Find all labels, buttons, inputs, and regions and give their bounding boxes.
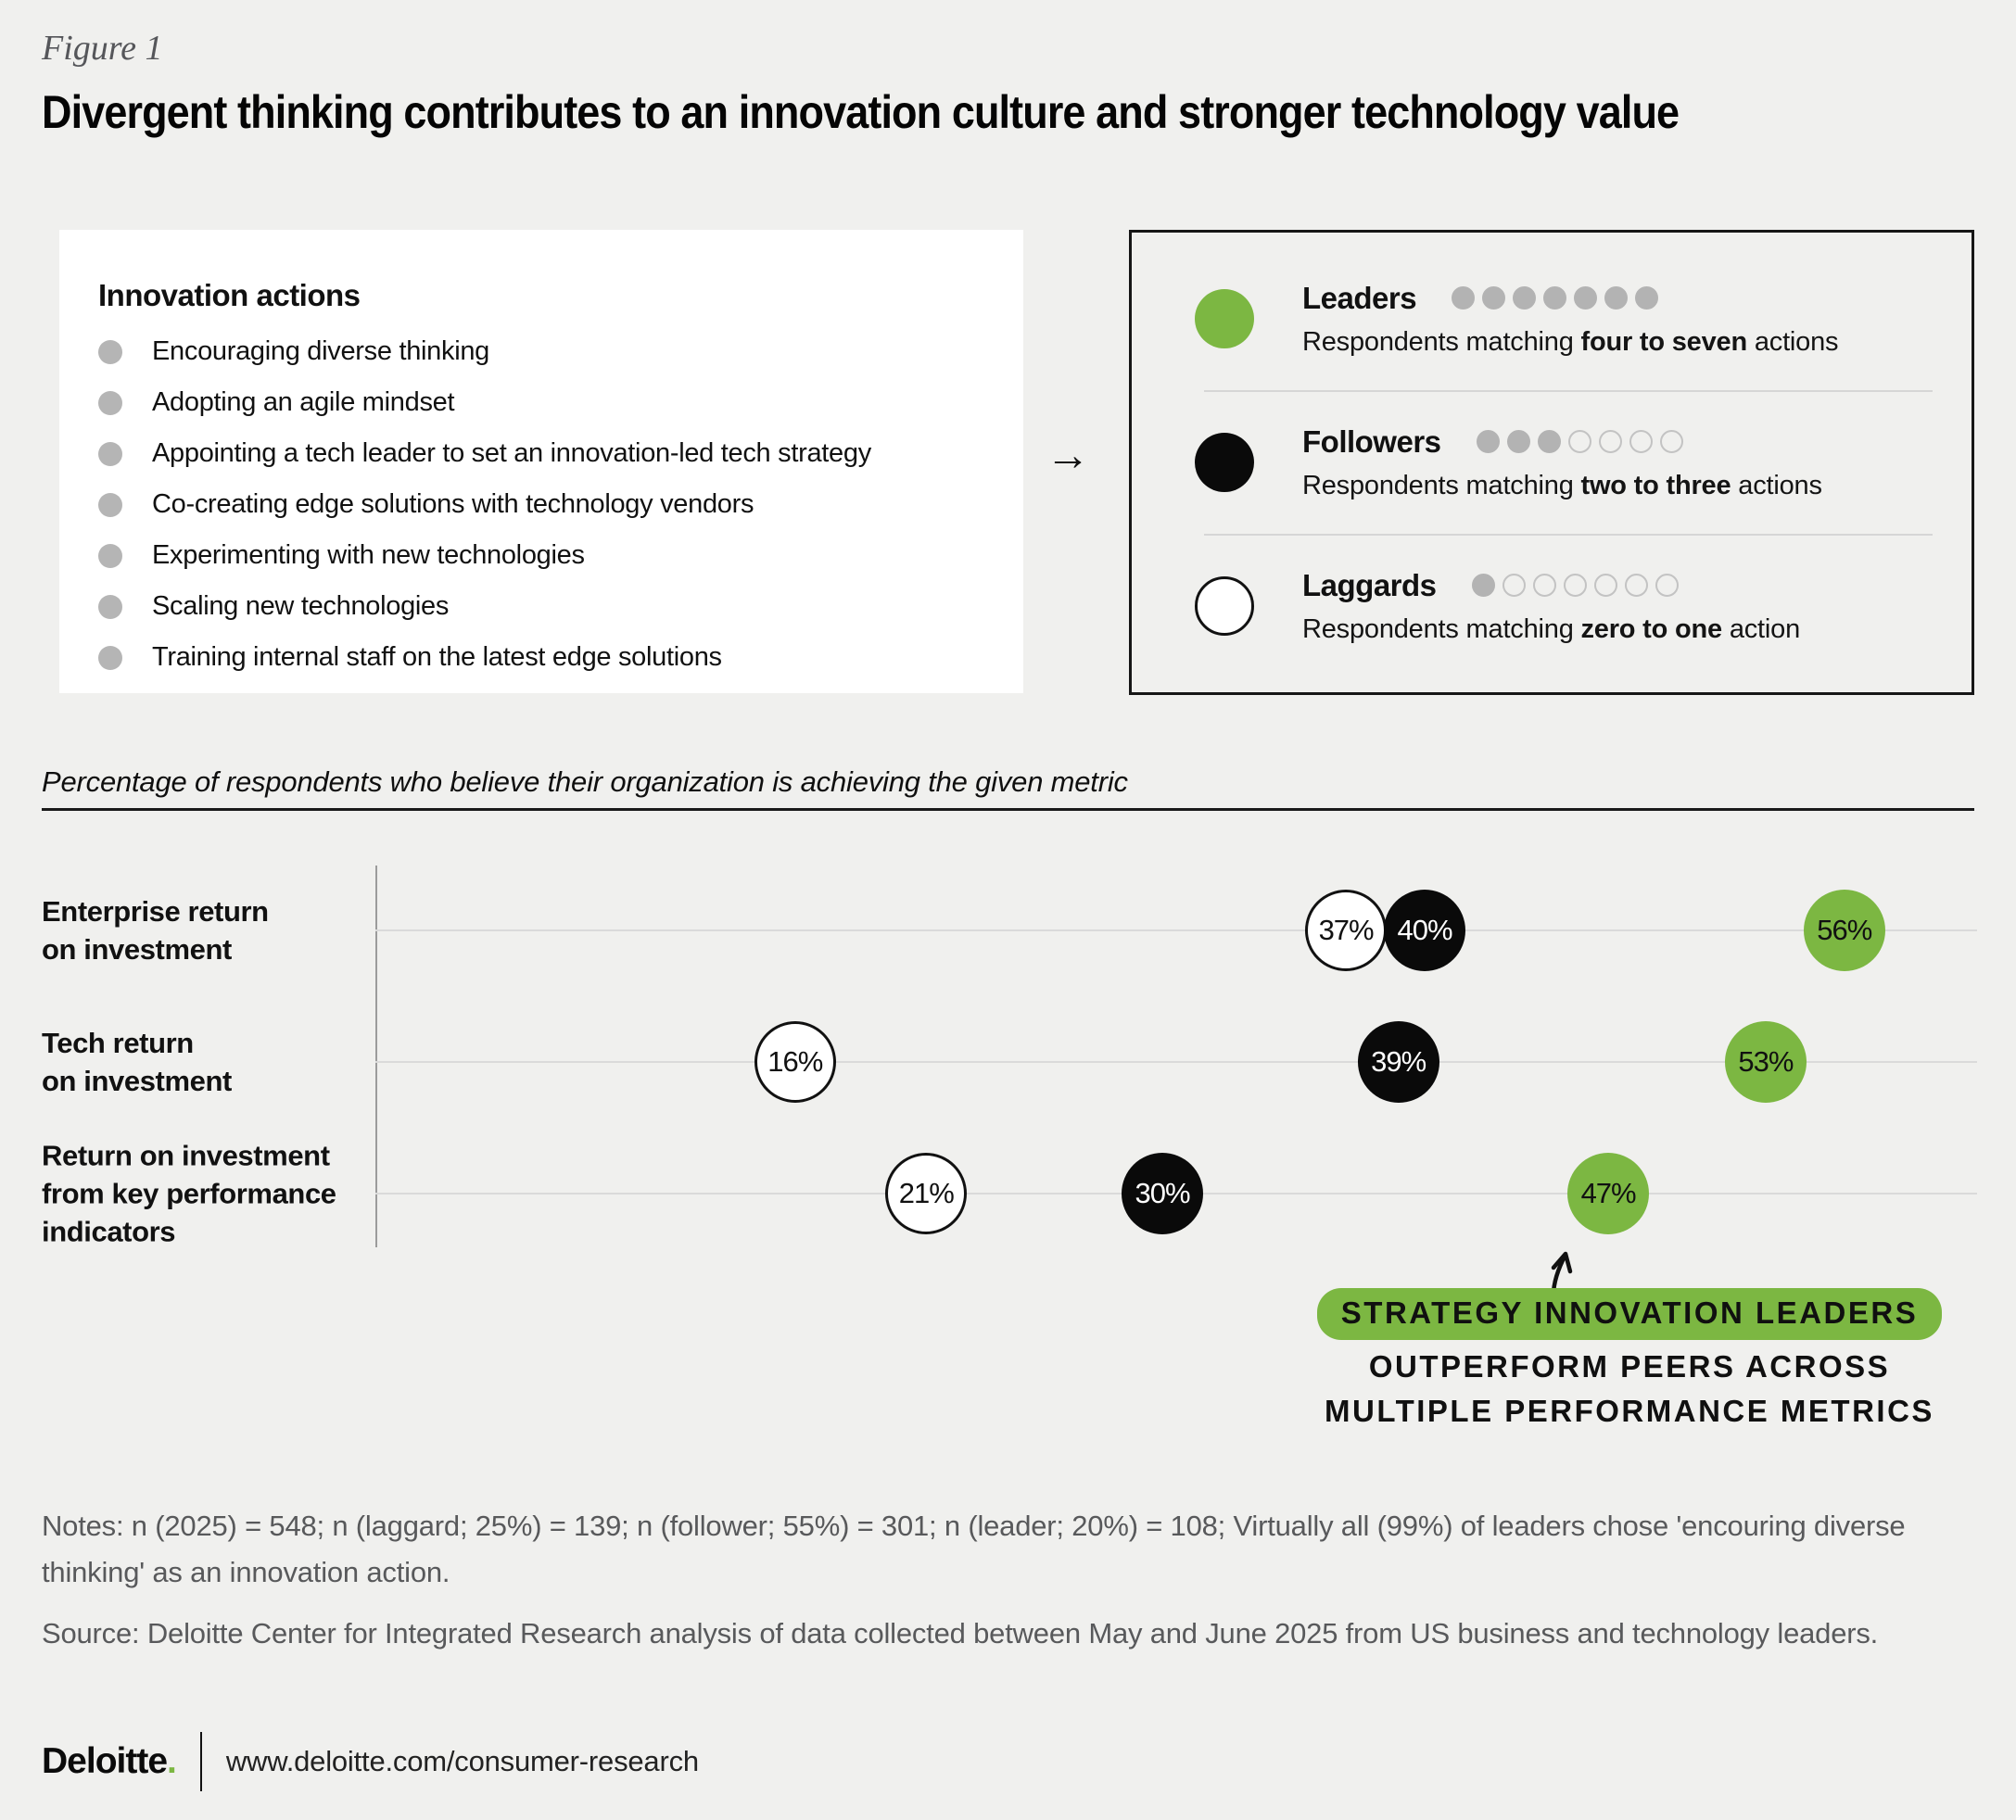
dot-outline-icon xyxy=(1532,574,1556,597)
dot-filled-icon xyxy=(1574,286,1598,310)
action-count-dots xyxy=(1476,430,1683,453)
legend-group-description: Respondents matching two to three action… xyxy=(1302,470,1822,500)
row-label: Tech return on investment xyxy=(42,1027,232,1097)
innovation-actions-heading: Innovation actions xyxy=(98,278,361,312)
bullet-icon xyxy=(98,543,122,568)
bullet-icon xyxy=(98,339,122,364)
source-text: Source: Deloitte Center for Integrated R… xyxy=(42,1617,1879,1649)
row-label: Return on investment from key performance… xyxy=(42,1139,336,1248)
dot-filled-icon xyxy=(1513,286,1537,310)
chart-caption: Percentage of respondents who believe th… xyxy=(42,765,1128,798)
innovation-action-item: Appointing a tech leader to set an innov… xyxy=(98,428,995,479)
innovation-action-item: Adopting an agile mindset xyxy=(98,377,995,428)
laggard-swatch-icon xyxy=(1195,576,1254,636)
dot-filled-icon xyxy=(1635,286,1659,310)
annotation-callout: STRATEGY INNOVATION LEADERS OUTPERFORM P… xyxy=(1314,1288,1945,1429)
footer-url-link[interactable]: www.deloitte.com/consumer-research xyxy=(225,1745,699,1777)
legend-panel: Leaders Respondents matching four to seve… xyxy=(1129,230,1974,695)
action-count-dots xyxy=(1452,286,1659,310)
dot-filled-icon xyxy=(1543,286,1567,310)
data-point-follower: 30% xyxy=(1122,1153,1203,1234)
dot-outline-icon xyxy=(1629,430,1653,453)
follower-swatch-icon xyxy=(1195,433,1254,492)
legend-group-follower: Followers Respondents matching two to thr… xyxy=(1195,395,1938,530)
legend-group-description: Respondents matching zero to one action xyxy=(1302,613,1801,644)
horizontal-rule xyxy=(42,808,1974,811)
legend-divider xyxy=(1204,533,1933,536)
footer-divider xyxy=(199,1732,202,1791)
page-title: Divergent thinking contributes to an inn… xyxy=(42,86,1680,138)
data-point-follower: 39% xyxy=(1357,1021,1439,1103)
notes-text: Notes: n (2025) = 548; n (laggard; 25%) … xyxy=(42,1510,1906,1588)
data-point-laggard: 21% xyxy=(885,1153,968,1234)
data-point-leader: 56% xyxy=(1803,890,1885,971)
dot-outline-icon xyxy=(1563,574,1587,597)
y-axis-line xyxy=(375,866,377,1247)
row-gridline xyxy=(375,1061,1977,1063)
bullet-icon xyxy=(98,594,122,619)
bullet-icon xyxy=(98,492,122,517)
legend-divider xyxy=(1204,389,1933,392)
data-point-laggard: 16% xyxy=(754,1021,836,1103)
innovation-action-item: Co-creating edge solutions with technolo… xyxy=(98,479,995,530)
innovation-action-label: Experimenting with new technologies xyxy=(152,540,585,570)
dot-filled-icon xyxy=(1482,286,1506,310)
dot-plot: Enterprise return on investment Tech retur… xyxy=(0,834,2016,1279)
dot-outline-icon xyxy=(1598,430,1622,453)
innovation-action-label: Co-creating edge solutions with technolo… xyxy=(152,489,754,519)
innovation-action-label: Adopting an agile mindset xyxy=(152,387,455,417)
dot-filled-icon xyxy=(1506,430,1530,453)
bullet-icon xyxy=(98,441,122,466)
legend-group-name: Leaders xyxy=(1302,280,1417,315)
annotation-highlight: STRATEGY INNOVATION LEADERS xyxy=(1316,1288,1943,1340)
data-point-follower: 40% xyxy=(1384,890,1465,971)
innovation-actions-list: Encouraging diverse thinking Adopting an … xyxy=(98,326,995,683)
action-count-dots xyxy=(1471,574,1679,597)
right-arrow-icon: → xyxy=(1046,431,1090,480)
dot-filled-icon xyxy=(1471,574,1495,597)
dot-filled-icon xyxy=(1604,286,1629,310)
legend-group-laggard: Laggards Respondents matching zero to one… xyxy=(1195,538,1938,674)
row-gridline xyxy=(375,929,1977,931)
bullet-icon xyxy=(98,390,122,415)
data-point-laggard: 37% xyxy=(1305,890,1388,971)
innovation-action-item: Encouraging diverse thinking xyxy=(98,326,995,377)
deloitte-logo: Deloitte. xyxy=(42,1741,177,1781)
innovation-actions-panel: Innovation actions Encouraging diverse t… xyxy=(59,230,1023,693)
dot-outline-icon xyxy=(1659,430,1683,453)
dot-outline-icon xyxy=(1593,574,1617,597)
innovation-action-label: Appointing a tech leader to set an innov… xyxy=(152,438,871,468)
data-point-leader: 53% xyxy=(1724,1021,1807,1103)
innovation-action-item: Training internal staff on the latest ed… xyxy=(98,632,995,683)
dot-outline-icon xyxy=(1624,574,1648,597)
dot-outline-icon xyxy=(1502,574,1526,597)
footer: Deloitte. www.deloitte.com/consumer-rese… xyxy=(42,1729,699,1794)
legend-group-description: Respondents matching four to seven actio… xyxy=(1302,326,1839,357)
legend-group-name: Laggards xyxy=(1302,567,1437,602)
leader-swatch-icon xyxy=(1195,289,1254,348)
legend-group-name: Followers xyxy=(1302,423,1441,459)
dot-filled-icon xyxy=(1537,430,1561,453)
dot-outline-icon xyxy=(1655,574,1679,597)
innovation-action-label: Scaling new technologies xyxy=(152,591,450,621)
annotation-line2: OUTPERFORM PEERS ACROSS xyxy=(1368,1349,1891,1384)
figure-label: Figure 1 xyxy=(42,29,163,68)
innovation-action-label: Training internal staff on the latest ed… xyxy=(152,642,722,672)
data-point-leader: 47% xyxy=(1567,1153,1650,1234)
dot-filled-icon xyxy=(1452,286,1476,310)
row-label: Enterprise return on investment xyxy=(42,895,269,966)
dot-outline-icon xyxy=(1567,430,1591,453)
legend-group-leader: Leaders Respondents matching four to seve… xyxy=(1195,251,1938,386)
bullet-icon xyxy=(98,645,122,670)
innovation-action-item: Scaling new technologies xyxy=(98,581,995,632)
innovation-action-item: Experimenting with new technologies xyxy=(98,530,995,581)
annotation-line3: MULTIPLE PERFORMANCE METRICS xyxy=(1325,1394,1934,1428)
dot-filled-icon xyxy=(1476,430,1500,453)
innovation-action-label: Encouraging diverse thinking xyxy=(152,336,489,366)
deloitte-logo-dot: . xyxy=(167,1741,177,1781)
